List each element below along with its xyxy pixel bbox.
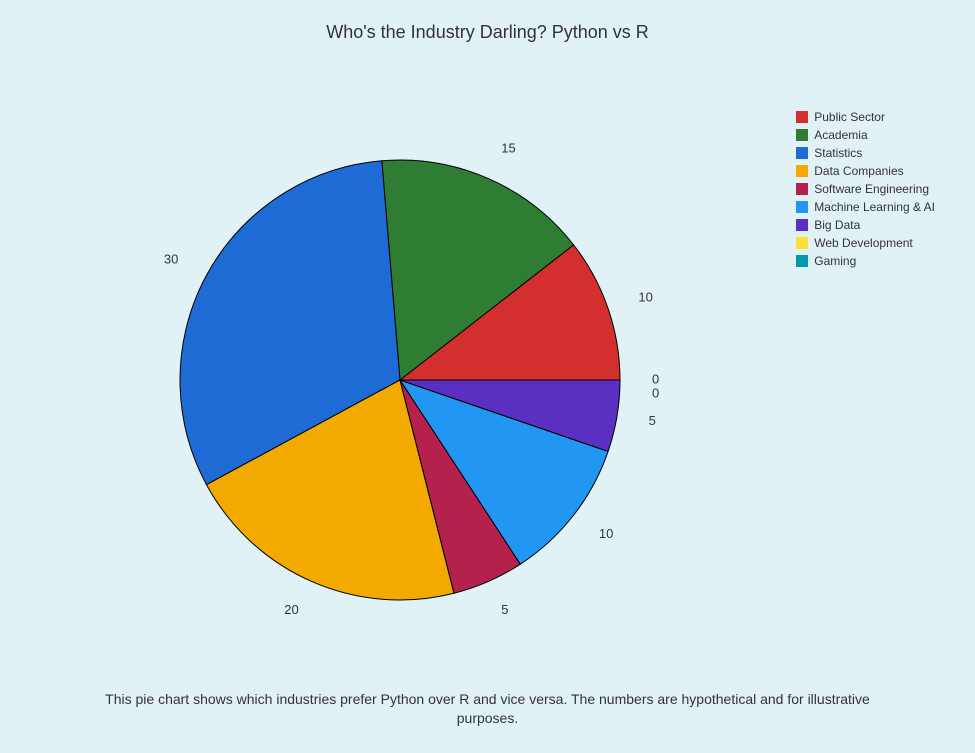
slice-value-label: 5 [501,602,508,617]
legend-swatch [796,255,808,267]
legend-label: Academia [814,128,867,142]
legend-swatch [796,111,808,123]
legend-swatch [796,129,808,141]
legend-swatch [796,147,808,159]
legend: Public Sector Academia Statistics Data Comp… [796,110,935,272]
legend-label: Data Companies [814,164,903,178]
legend-item[interactable]: Big Data [796,218,935,232]
chart-caption: This pie chart shows which industries pr… [0,690,975,729]
legend-item[interactable]: Software Engineering [796,182,935,196]
legend-label: Gaming [814,254,856,268]
legend-swatch [796,237,808,249]
legend-item[interactable]: Academia [796,128,935,142]
slice-value-label: 5 [649,413,656,428]
legend-item[interactable]: Web Development [796,236,935,250]
pie-chart: 10 15 30 20 5 10 5 00 [0,60,780,640]
slice-value-label: 30 [164,251,178,266]
legend-item[interactable]: Machine Learning & AI [796,200,935,214]
chart-title: Who's the Industry Darling? Python vs R [0,22,975,43]
legend-item[interactable]: Public Sector [796,110,935,124]
legend-label: Statistics [814,146,862,160]
slice-value-label: 0 [652,385,659,400]
legend-label: Public Sector [814,110,885,124]
legend-item[interactable]: Data Companies [796,164,935,178]
legend-label: Big Data [814,218,860,232]
legend-item[interactable]: Statistics [796,146,935,160]
slice-value-label: 0 [652,371,659,386]
slice-value-label: 20 [284,602,298,617]
legend-swatch [796,183,808,195]
slice-value-label: 10 [599,526,613,541]
legend-swatch [796,165,808,177]
legend-swatch [796,219,808,231]
slice-value-label: 10 [638,290,652,305]
slice-value-label: 15 [501,141,515,156]
legend-item[interactable]: Gaming [796,254,935,268]
legend-label: Machine Learning & AI [814,200,935,214]
legend-label: Software Engineering [814,182,929,196]
legend-swatch [796,201,808,213]
legend-label: Web Development [814,236,913,250]
